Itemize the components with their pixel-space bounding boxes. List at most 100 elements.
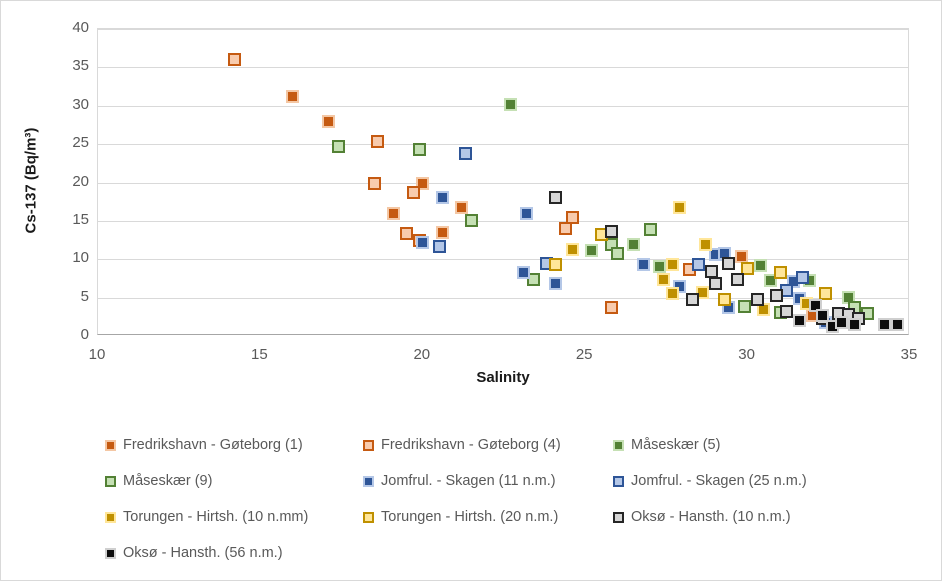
data-point-series-6 (565, 242, 579, 256)
data-point-series-4 (637, 258, 651, 272)
data-point-series-1 (565, 211, 579, 225)
data-point-series-0 (416, 176, 430, 190)
legend-item-series-0: Fredrikshavn - Gøteborg (1) (105, 427, 363, 463)
data-point-series-8 (708, 276, 722, 290)
gridline (98, 182, 908, 184)
data-point-series-9 (815, 308, 829, 322)
data-point-series-9 (848, 317, 862, 331)
data-point-series-1 (367, 176, 381, 190)
legend-item-series-7: Torungen - Hirtsh. (20 n.m.) (363, 499, 613, 535)
data-point-series-3 (737, 300, 751, 314)
data-point-series-4 (520, 207, 534, 221)
gridline (98, 105, 908, 107)
legend-label: Oksø - Hansth. (56 n.m.) (123, 545, 283, 561)
data-point-series-6 (672, 200, 686, 214)
y-tick-label: 30 (72, 95, 89, 113)
data-point-series-6 (666, 287, 680, 301)
data-point-series-1 (370, 134, 384, 148)
data-point-series-6 (695, 285, 709, 299)
data-point-series-7 (773, 265, 787, 279)
data-point-series-0 (455, 201, 469, 215)
legend-label: Jomfrul. - Skagen (11 n.m.) (381, 473, 556, 489)
legend-item-series-3: Måseskær (9) (105, 463, 363, 499)
gridline (98, 67, 908, 69)
data-point-series-6 (698, 238, 712, 252)
data-point-series-9 (835, 315, 849, 329)
data-point-series-3 (643, 222, 657, 236)
data-point-series-7 (819, 287, 833, 301)
legend-item-series-8: Oksø - Hansth. (10 n.m.) (613, 499, 845, 535)
data-point-series-5 (692, 258, 706, 272)
data-point-series-5 (458, 146, 472, 160)
data-point-series-1 (400, 226, 414, 240)
gridline (98, 220, 908, 222)
legend-label: Oksø - Hansth. (10 n.m.) (631, 509, 791, 525)
data-point-series-2 (653, 260, 667, 274)
data-point-series-9 (793, 314, 807, 328)
y-tick-label: 5 (80, 287, 89, 305)
gridline (98, 259, 908, 261)
legend-label: Jomfrul. - Skagen (25 n.m.) (631, 473, 807, 489)
gridline (98, 29, 908, 30)
x-tick-label: 20 (413, 346, 431, 363)
legend-swatch-icon (105, 475, 116, 487)
y-tick-label: 20 (72, 172, 89, 190)
y-tick-label: 35 (72, 57, 89, 75)
data-point-series-8 (604, 225, 618, 239)
data-point-series-1 (227, 53, 241, 67)
gridline (98, 297, 908, 299)
data-point-series-2 (585, 244, 599, 258)
legend-label: Fredrikshavn - Gøteborg (4) (381, 437, 561, 453)
data-point-series-3 (611, 246, 625, 260)
data-point-series-4 (416, 235, 430, 249)
gridline (98, 144, 908, 146)
data-point-series-6 (656, 272, 670, 286)
data-point-series-3 (413, 142, 427, 156)
data-point-series-8 (750, 292, 764, 306)
legend-swatch-icon (105, 511, 116, 523)
y-tick-label: 10 (72, 249, 89, 267)
data-point-series-7 (741, 261, 755, 275)
data-point-series-4 (435, 191, 449, 205)
data-point-series-2 (754, 258, 768, 272)
y-tick-label: 25 (72, 134, 89, 152)
data-point-series-8 (731, 273, 745, 287)
legend-label: Torungen - Hirtsh. (10 n.mm) (123, 509, 309, 525)
legend-label: Fredrikshavn - Gøteborg (1) (123, 437, 303, 453)
legend-swatch-icon (363, 511, 374, 523)
data-point-series-8 (721, 256, 735, 270)
data-point-series-0 (286, 90, 300, 104)
data-point-series-2 (627, 238, 641, 252)
x-tick-label: 30 (738, 346, 755, 363)
y-tick-label: 15 (72, 210, 89, 228)
legend-swatch-icon (613, 511, 624, 523)
data-point-series-4 (516, 265, 530, 279)
data-point-series-3 (331, 139, 345, 153)
legend-swatch-icon (613, 475, 624, 487)
legend-swatch-icon (363, 439, 374, 451)
data-point-series-0 (322, 115, 336, 129)
y-tick-label: 40 (72, 19, 89, 36)
data-point-series-6 (666, 258, 680, 272)
legend-swatch-icon (105, 547, 116, 559)
data-point-series-8 (770, 288, 784, 302)
legend-label: Måseskær (9) (123, 473, 213, 489)
x-axis-title: Salinity (476, 369, 530, 386)
legend-item-series-5: Jomfrul. - Skagen (25 n.m.) (613, 463, 845, 499)
legend-item-series-9: Oksø - Hansth. (56 n.m.) (105, 535, 363, 571)
x-tick-label: 10 (88, 346, 106, 363)
data-point-series-7 (718, 293, 732, 307)
y-axis-title: Cs-137 (Bq/m³) (22, 127, 40, 233)
legend-swatch-icon (613, 439, 624, 451)
chart-legend: Fredrikshavn - Gøteborg (1) Fredrikshavn … (105, 427, 845, 571)
data-point-series-8 (685, 293, 699, 307)
legend-label: Måseskær (5) (631, 437, 721, 453)
data-point-series-5 (796, 271, 810, 285)
data-point-series-7 (549, 258, 563, 272)
data-point-series-9 (890, 317, 904, 331)
x-tick-label: 35 (900, 346, 918, 363)
legend-label: Torungen - Hirtsh. (20 n.m.) (381, 509, 559, 525)
data-point-series-8 (780, 304, 794, 318)
legend-item-series-1: Fredrikshavn - Gøteborg (4) (363, 427, 613, 463)
